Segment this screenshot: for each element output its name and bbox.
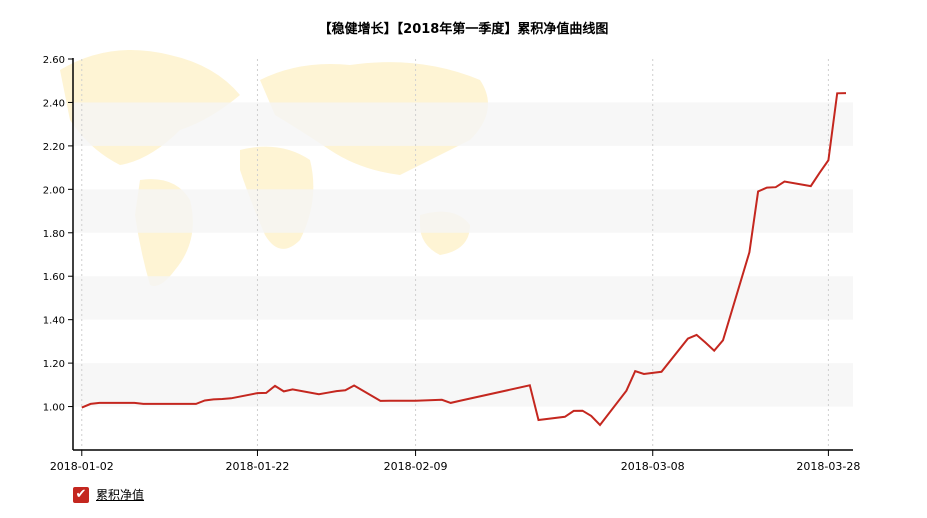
legend-label: 累积净值	[96, 488, 145, 502]
y-tick-label: 2.20	[43, 142, 65, 153]
y-tick-label: 1.60	[43, 272, 65, 283]
y-axis-ticks: 2.60 2.40 2.20 2.00 1.80 1.60 1.40 1.20 1.00	[43, 55, 73, 414]
grid-bands	[73, 102, 853, 407]
grid-band	[73, 189, 853, 233]
x-tick-label: 2018-03-08	[621, 460, 685, 473]
y-tick-label: 1.80	[43, 229, 65, 240]
x-axis-ticks: 2018-01-02 2018-01-22 2018-02-09 2018-03-08…	[50, 450, 860, 473]
y-tick-label: 1.20	[43, 359, 65, 370]
y-tick-label: 1.40	[43, 316, 65, 327]
checkbox-checked-icon[interactable]: ✔	[73, 486, 89, 503]
y-tick-label: 2.60	[43, 55, 65, 66]
series-line-net-value	[81, 92, 847, 427]
grid-band	[73, 276, 853, 320]
x-tick-label: 2018-03-28	[796, 460, 860, 473]
vertical-gridlines	[81, 59, 829, 450]
x-tick-label: 2018-01-02	[50, 460, 114, 473]
x-tick-label: 2018-02-09	[384, 460, 448, 473]
axes	[72, 58, 853, 451]
world-map-background	[60, 50, 488, 286]
y-tick-label: 2.00	[43, 185, 65, 196]
grid-band	[73, 102, 853, 146]
y-tick-label: 2.40	[43, 98, 65, 109]
y-tick-label: 1.00	[43, 403, 65, 414]
x-tick-label: 2018-01-22	[225, 460, 289, 473]
legend-item-net-value[interactable]: ✔ 累积净值	[73, 486, 144, 503]
chart-title: 【稳健增长】【2018年第一季度】累积净值曲线图	[318, 22, 609, 37]
